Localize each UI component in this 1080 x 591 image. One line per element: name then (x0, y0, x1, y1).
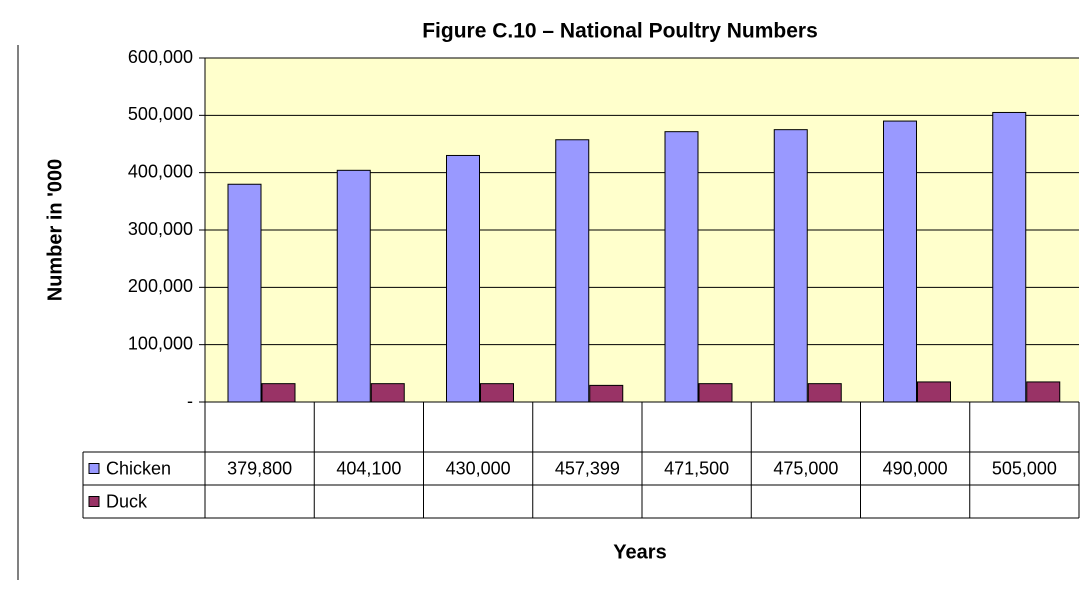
bar (883, 120, 917, 403)
legend-label: Duck (106, 491, 148, 511)
bar (227, 183, 262, 403)
y-tick-label: 300,000 (128, 219, 193, 239)
bar (555, 139, 590, 403)
table-value: 471,500 (664, 458, 729, 478)
chart-title: Figure C.10 – National Poultry Numbers (422, 20, 818, 43)
bar (1026, 381, 1061, 403)
table-value: 505,000 (992, 458, 1057, 478)
table-value: 457,399 (555, 458, 620, 478)
y-tick-label: 600,000 (128, 47, 193, 67)
bar (589, 384, 624, 403)
bar (261, 383, 296, 403)
bar (446, 154, 480, 403)
bar (370, 383, 405, 403)
bar (917, 381, 951, 403)
bar (773, 129, 808, 403)
bar (807, 383, 842, 403)
y-tick-label: 200,000 (128, 276, 193, 296)
bar (480, 383, 514, 403)
y-tick-label: - (187, 391, 193, 411)
bar (992, 111, 1027, 403)
table-value: 490,000 (883, 458, 948, 478)
legend-swatch (88, 463, 100, 474)
y-tick-label: 500,000 (128, 104, 193, 124)
x-axis-title: Years (613, 541, 666, 563)
bar (336, 169, 371, 403)
table-value: 379,800 (227, 458, 292, 478)
y-tick-label: 100,000 (128, 333, 193, 353)
table-value: 430,000 (446, 458, 511, 478)
y-axis-title: Number in '000 (44, 159, 66, 302)
table-value: 475,000 (773, 458, 838, 478)
bar (698, 383, 733, 403)
bar (664, 131, 699, 403)
legend-label: Chicken (106, 458, 171, 478)
legend-swatch (88, 496, 100, 507)
table-value: 404,100 (336, 458, 401, 478)
y-tick-label: 400,000 (128, 161, 193, 181)
